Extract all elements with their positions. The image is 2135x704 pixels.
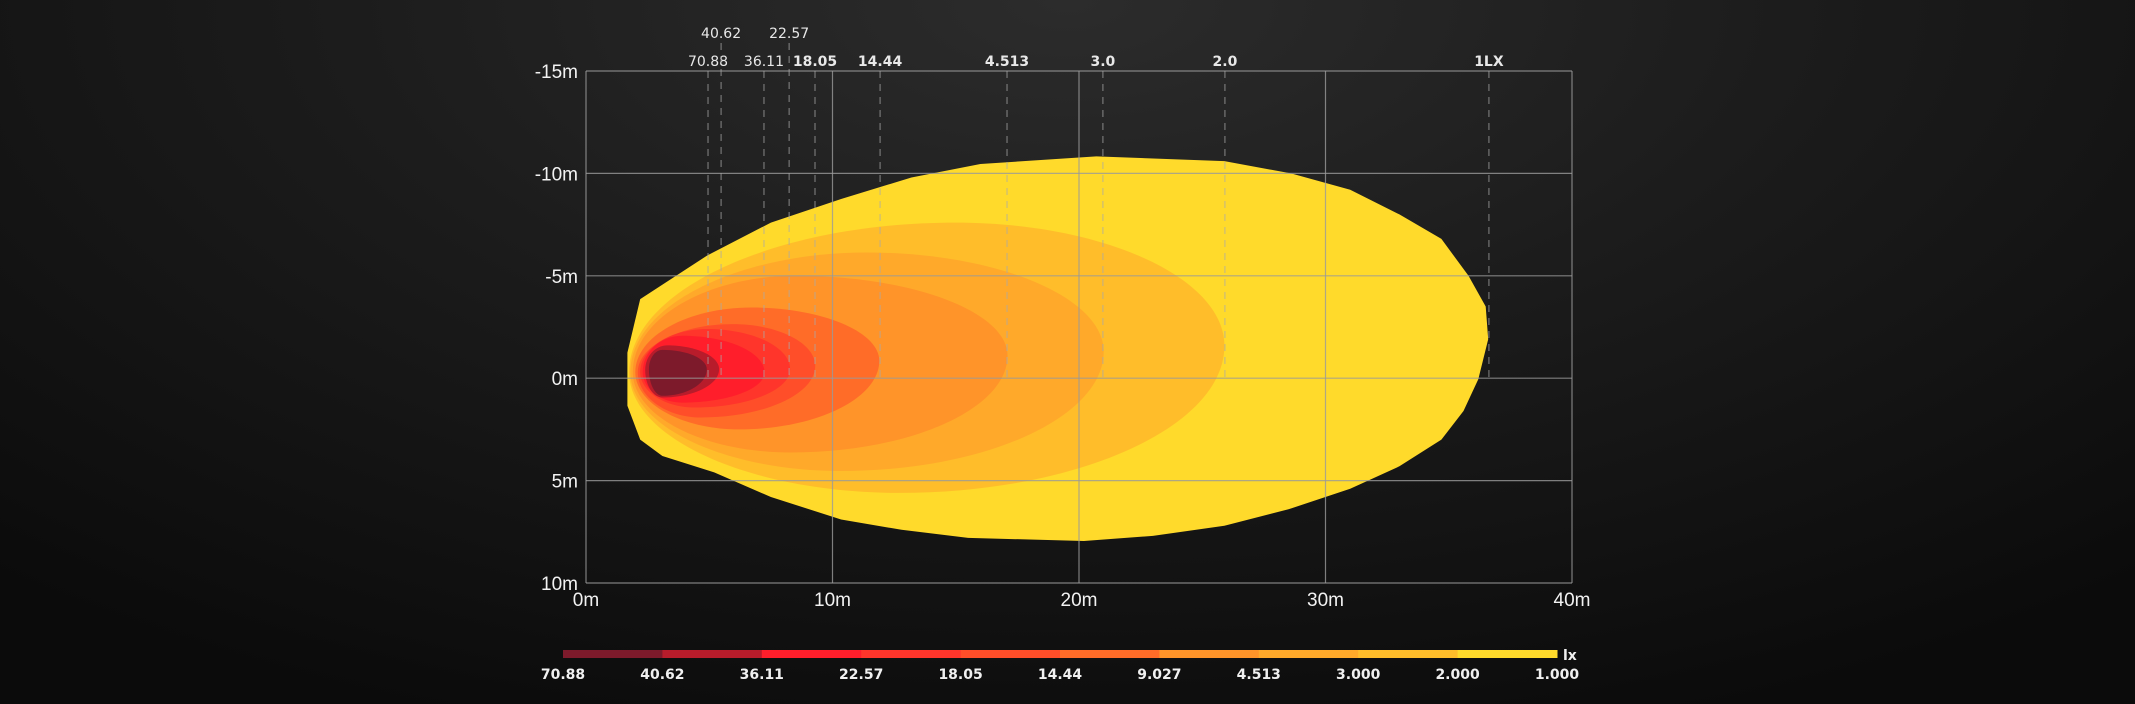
x-tick-label: 0m bbox=[573, 590, 599, 611]
legend-swatch bbox=[1060, 650, 1160, 658]
marker-label: 1LX bbox=[1474, 54, 1504, 70]
marker-label: 40.62 bbox=[701, 26, 741, 42]
y-tick-label: 5m bbox=[552, 472, 578, 493]
legend-unit: lx bbox=[1563, 648, 1577, 664]
legend-label: 36.11 bbox=[740, 667, 784, 683]
legend-label: 70.88 bbox=[541, 667, 585, 683]
x-tick-label: 10m bbox=[814, 590, 851, 611]
legend-label: 1.000 bbox=[1535, 667, 1580, 683]
x-tick-label: 20m bbox=[1061, 590, 1098, 611]
x-tick-label: 30m bbox=[1307, 590, 1344, 611]
color-legend: 70.88 40.62 36.11 22.57 18.05 14.44 9.027 4.513… bbox=[541, 648, 1580, 683]
marker-label: 3.0 bbox=[1091, 54, 1116, 70]
x-tick-label: 40m bbox=[1554, 590, 1591, 611]
legend-swatch bbox=[563, 650, 663, 658]
legend-swatch bbox=[960, 650, 1061, 658]
marker-label: 22.57 bbox=[769, 26, 809, 42]
legend-swatch bbox=[1159, 650, 1260, 658]
legend-swatch bbox=[1358, 650, 1459, 658]
legend-label: 4.513 bbox=[1237, 667, 1281, 683]
grid bbox=[585, 70, 1573, 584]
y-tick-label: 10m bbox=[541, 574, 578, 595]
y-tick-label: -15m bbox=[535, 62, 578, 83]
legend-swatch bbox=[1457, 650, 1558, 658]
legend-label: 14.44 bbox=[1038, 667, 1083, 683]
legend-label: 2.000 bbox=[1435, 667, 1480, 683]
legend-label: 3.000 bbox=[1336, 667, 1381, 683]
y-tick-label: 0m bbox=[552, 369, 578, 390]
y-tick-label: -10m bbox=[535, 164, 578, 185]
legend-swatch bbox=[1258, 650, 1359, 658]
contour-40-62-lx bbox=[648, 349, 707, 396]
y-tick-label: -5m bbox=[545, 267, 578, 288]
marker-label: 4.513 bbox=[985, 54, 1029, 70]
contour-layer bbox=[627, 156, 1489, 541]
legend-label: 40.62 bbox=[640, 667, 684, 683]
marker-label: 70.88 bbox=[688, 54, 728, 70]
marker-label: 18.05 bbox=[793, 54, 837, 70]
marker-label: 14.44 bbox=[858, 54, 903, 70]
legend-swatch bbox=[761, 650, 862, 658]
legend-label: 9.027 bbox=[1137, 667, 1181, 683]
legend-swatch bbox=[662, 650, 763, 658]
marker-label: 36.11 bbox=[744, 54, 784, 70]
marker-label: 2.0 bbox=[1213, 54, 1238, 70]
legend-swatch bbox=[861, 650, 962, 658]
legend-label: 18.05 bbox=[938, 667, 982, 683]
legend-label: 22.57 bbox=[839, 667, 883, 683]
